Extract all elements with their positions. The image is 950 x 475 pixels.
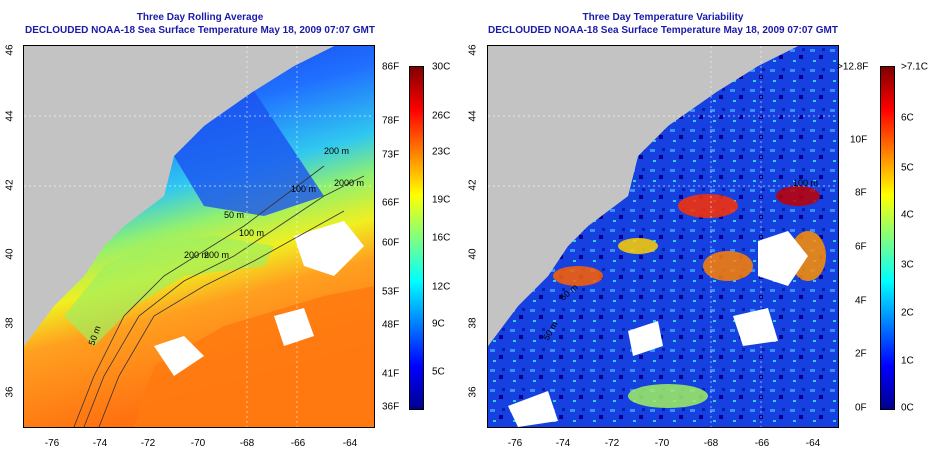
- right-cloud-gap: [758, 231, 808, 286]
- left-gulf-stream: [134, 286, 374, 427]
- right-colorbar-f-label: 4F: [855, 295, 867, 307]
- left-colorbar-c-label: 23C: [432, 146, 451, 158]
- right-cloud-gap: [508, 391, 558, 427]
- left-isobath-contours: [73, 165, 365, 427]
- left-cloud-gap: [154, 336, 204, 376]
- left-colorbar-c-label: 16C: [432, 232, 451, 244]
- left-y-tick: 40: [4, 248, 16, 260]
- left-colorbar-f-label: 53F: [382, 286, 400, 298]
- left-land: [24, 46, 334, 346]
- left-colorbar-c-label: 12C: [432, 281, 451, 293]
- right-x-tick: -76: [507, 438, 523, 449]
- right-y-tick: 38: [467, 317, 479, 329]
- right-y-tick: 40: [467, 248, 479, 260]
- right-colorbar-c-label: 2C: [901, 307, 914, 319]
- left-colorbar-f-label: 73F: [382, 149, 400, 161]
- left-y-tick: 36: [4, 386, 16, 398]
- left-x-tick: -64: [342, 438, 358, 449]
- right-x-tick: -66: [754, 438, 770, 449]
- right-y-tick: 46: [467, 44, 479, 56]
- left-colorbar-c-label: 19C: [432, 194, 451, 206]
- left-x-tick: -66: [290, 438, 306, 449]
- left-colorbar-c-label: 5C: [432, 366, 445, 378]
- right-y-tick: 44: [467, 110, 479, 122]
- right-x-tick: -74: [555, 438, 571, 449]
- right-colorbar-c-label: 5C: [901, 162, 914, 174]
- left-x-tick: -76: [44, 438, 60, 449]
- left-x-tick: -72: [140, 438, 156, 449]
- right-colorbar-c-label: >7.1C: [901, 61, 928, 73]
- left-shelf-green: [64, 236, 274, 346]
- right-cloud-gap: [628, 321, 663, 356]
- right-x-tick: -64: [805, 438, 821, 449]
- left-contour-label: 2000 m: [334, 178, 364, 188]
- left-colorbar-f-label: 86F: [382, 61, 400, 73]
- right-colorbar-f-label: 0F: [855, 402, 867, 414]
- right-colorbar: [880, 66, 895, 410]
- left-colorbar-f-label: 78F: [382, 115, 400, 127]
- right-grid: [488, 46, 838, 427]
- left-contour-label: 100 m: [291, 184, 316, 194]
- right-colorbar-f-label: >12.8F: [837, 61, 869, 73]
- right-y-tick: 42: [467, 179, 479, 191]
- right-colorbar-c-label: 0C: [901, 402, 914, 414]
- left-colorbar-f-label: 48F: [382, 319, 400, 331]
- left-colorbar-c-label: 9C: [432, 318, 445, 330]
- right-colorbar-c-label: 3C: [901, 259, 914, 271]
- left-x-tick: -68: [239, 438, 255, 449]
- left-sst-map: 200 m 100 m 2000 m 200 m 100 m 50 m 200 …: [23, 45, 375, 428]
- left-contour-label: 50 m: [224, 210, 244, 220]
- right-land: [488, 46, 798, 346]
- left-title-line2: DECLOUDED NOAA-18 Sea Surface Temperatur…: [25, 25, 375, 36]
- left-map-svg: 200 m 100 m 2000 m 200 m 100 m 50 m 200 …: [24, 46, 374, 427]
- left-title-line1: Three Day Rolling Average: [136, 12, 264, 23]
- left-y-tick: 38: [4, 317, 16, 329]
- right-variability-map: 100 m 50 m 50 m: [487, 45, 839, 428]
- left-grid: [24, 46, 374, 427]
- left-panel-average: Three Day Rolling Average DECLOUDED NOAA…: [4, 12, 451, 449]
- right-y-tick: 36: [467, 386, 479, 398]
- left-y-tick: 42: [4, 179, 16, 191]
- left-colorbar-f-label: 41F: [382, 368, 400, 380]
- left-colorbar: [409, 66, 424, 410]
- right-x-tick: -72: [604, 438, 620, 449]
- right-colorbar-f-label: 10F: [850, 134, 868, 146]
- right-map-svg: 100 m 50 m 50 m: [488, 46, 838, 427]
- right-title-line2: DECLOUDED NOAA-18 Sea Surface Temperatur…: [488, 25, 838, 36]
- left-colorbar-f-label: 66F: [382, 197, 400, 209]
- left-x-tick: -74: [92, 438, 108, 449]
- right-title-line1: Three Day Temperature Variability: [582, 12, 744, 23]
- right-cloud-gap: [733, 308, 778, 346]
- left-contour-label: 200 m: [324, 146, 349, 156]
- right-colorbar-f-label: 6F: [855, 241, 867, 253]
- left-cloud-gap: [294, 221, 364, 276]
- left-colorbar-c-label: 26C: [432, 110, 451, 122]
- left-contour-label: 200 m: [204, 250, 229, 260]
- right-colorbar-f-label: 8F: [855, 187, 867, 199]
- right-contour-label: 100 m: [793, 178, 818, 188]
- left-y-tick: 46: [4, 44, 16, 56]
- right-colorbar-c-label: 4C: [901, 209, 914, 221]
- left-contour-label: 100 m: [239, 228, 264, 238]
- left-colorbar-c-label: 30C: [432, 61, 451, 73]
- right-colorbar-c-label: 6C: [901, 112, 914, 124]
- left-colorbar-f-label: 36F: [382, 401, 400, 413]
- left-cloud-gap: [274, 308, 314, 346]
- right-x-tick: -70: [654, 438, 670, 449]
- left-contour-label: 200 m: [184, 250, 209, 260]
- right-x-tick: -68: [703, 438, 719, 449]
- right-colorbar-f-label: 2F: [855, 348, 867, 360]
- left-x-tick: -70: [190, 438, 206, 449]
- right-colorbar-c-label: 1C: [901, 355, 914, 367]
- left-y-tick: 44: [4, 110, 16, 122]
- left-gulf-maine-cool: [174, 91, 324, 216]
- right-panel-variability: Three Day Temperature Variability DECLOU…: [468, 0, 950, 475]
- left-colorbar-f-label: 60F: [382, 237, 400, 249]
